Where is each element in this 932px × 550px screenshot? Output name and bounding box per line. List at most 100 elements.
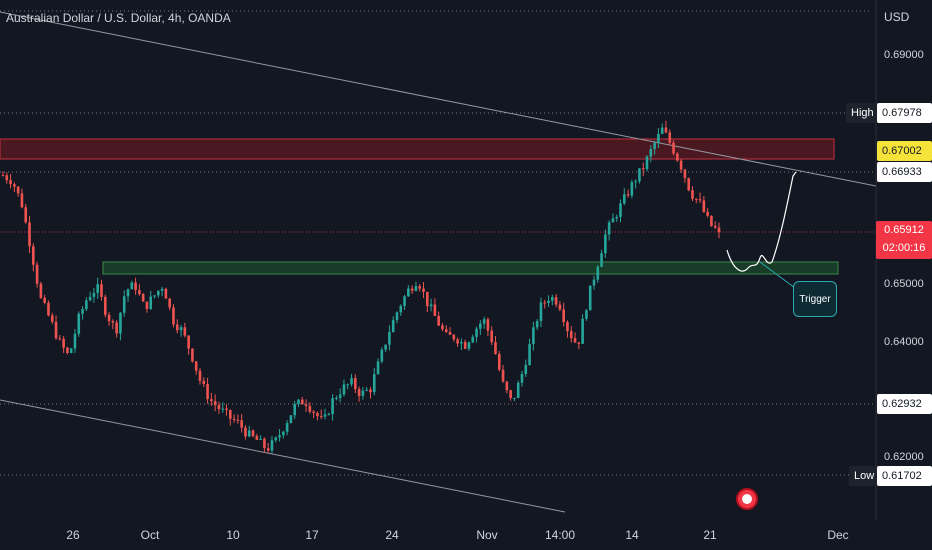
resistance-zone (0, 138, 835, 160)
candle-body (509, 390, 512, 398)
trigger-callout[interactable]: Trigger (793, 281, 837, 317)
candle-body (138, 290, 141, 295)
candle-body (641, 168, 645, 170)
candle-body (39, 283, 43, 298)
candle-body (229, 409, 232, 419)
candle-body (638, 168, 641, 182)
candle-body (77, 313, 81, 334)
candle-body (346, 384, 350, 386)
candle-body (391, 320, 395, 333)
candle-body (547, 300, 550, 303)
candle-body (490, 330, 493, 343)
candle-body (331, 398, 334, 415)
candle-body (604, 234, 607, 254)
candle-body (626, 194, 630, 196)
candle-body (433, 304, 437, 316)
support-price-tag: 0.62932 (877, 394, 932, 414)
candle-body (316, 412, 319, 417)
candle-body (335, 398, 338, 400)
candle-body (463, 342, 467, 349)
candle-body (278, 435, 281, 438)
candle-body (266, 448, 270, 451)
candle-body (551, 297, 554, 301)
candle-body (357, 389, 361, 396)
candle-body (323, 414, 327, 417)
candle-body (9, 180, 12, 185)
candle-body (516, 382, 520, 398)
candle-body (198, 370, 202, 381)
candle-body (244, 427, 247, 437)
candle-body (175, 324, 179, 331)
candle-body (645, 156, 649, 170)
candle-body (206, 384, 209, 400)
candle-body (103, 296, 107, 315)
candle-body (634, 181, 637, 183)
candle-body (58, 338, 62, 340)
support-zone (102, 261, 839, 275)
candle-body (679, 160, 683, 170)
candle-body (513, 397, 516, 399)
candle-body (452, 334, 456, 340)
candle-body (263, 438, 266, 449)
candle-body (372, 374, 376, 393)
candle-body (354, 378, 357, 390)
candle-body (183, 327, 187, 336)
price-tick: 0.62000 (884, 451, 924, 463)
candle-body (35, 264, 39, 284)
candle-body (410, 288, 414, 291)
us-flag-icon[interactable] (736, 488, 758, 510)
level-price-tag: 0.66933 (877, 162, 932, 182)
candle-body (221, 408, 225, 410)
candle-body (562, 309, 565, 323)
candle-body (399, 305, 403, 313)
candle-body (717, 227, 721, 233)
candle-body (660, 127, 664, 134)
candle-body (554, 297, 558, 305)
symbol-title[interactable]: Australian Dollar / U.S. Dollar, 4h, OAN… (6, 11, 231, 25)
time-tick: 26 (66, 528, 80, 542)
candle-body (361, 390, 365, 396)
price-tick: 0.65000 (884, 278, 924, 290)
candle-body (573, 338, 577, 343)
candle-body (482, 319, 486, 324)
candle-body (653, 142, 656, 150)
candle-body (630, 182, 634, 196)
candle-body (289, 415, 293, 424)
candle-body (13, 184, 16, 187)
candle-body (240, 420, 243, 428)
candle-body (535, 321, 539, 328)
candle-body (520, 373, 524, 383)
bar-countdown: 02:00:16 (882, 242, 926, 254)
candle-body (32, 246, 35, 265)
candle-body (164, 288, 168, 299)
candle-body (160, 288, 164, 291)
candle-body (157, 290, 160, 296)
candle-body (92, 293, 96, 297)
candle-body (194, 361, 198, 371)
candle-body (126, 289, 130, 297)
candle-body (524, 365, 528, 374)
candle-body (558, 304, 562, 310)
candle-body (69, 348, 73, 353)
candle-body (600, 253, 603, 267)
time-tick: 17 (305, 528, 319, 542)
candle-body (73, 333, 77, 349)
candle-body (130, 282, 134, 290)
candle-body (365, 389, 368, 391)
candle-body (672, 142, 675, 154)
candle-body (456, 339, 459, 344)
candle-body (327, 414, 331, 416)
time-tick: Dec (827, 528, 849, 542)
candle-body (50, 315, 54, 322)
candle-body (225, 408, 228, 410)
candle-body (255, 436, 259, 440)
currency-unit[interactable]: USD (884, 10, 910, 24)
candle-body (585, 310, 588, 319)
candle-body (96, 284, 100, 294)
candle-body (342, 384, 346, 395)
high-value-tag: 0.67978 (877, 103, 932, 123)
candle-body (388, 332, 391, 345)
candle-body (24, 207, 28, 223)
candle-body (232, 418, 236, 420)
